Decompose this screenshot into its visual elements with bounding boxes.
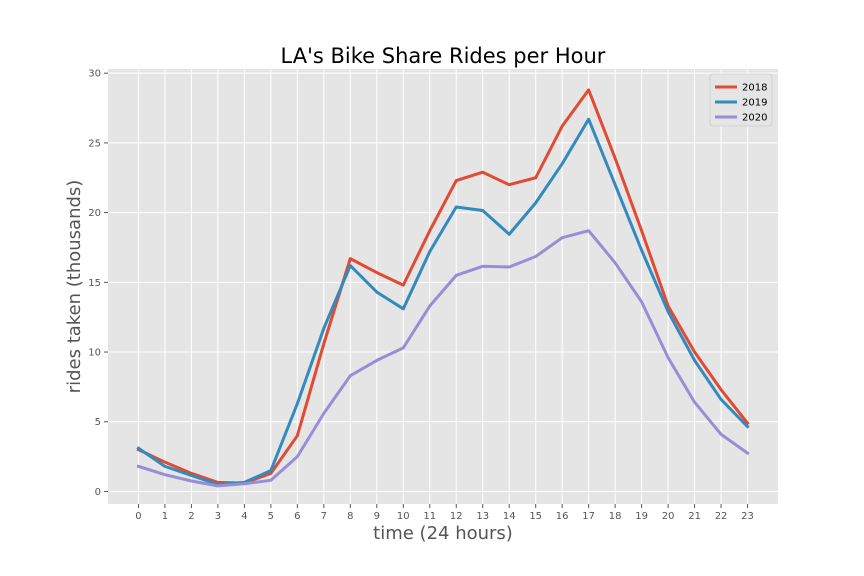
y-tick-label: 30	[88, 69, 101, 80]
x-tick-label: 12	[450, 511, 463, 522]
x-tick-label: 15	[529, 511, 542, 522]
x-tick-label: 3	[215, 511, 221, 522]
x-tick-label: 9	[374, 511, 380, 522]
x-tick-label: 11	[423, 511, 436, 522]
x-tick-label: 6	[294, 511, 300, 522]
legend-entry-2019: 2019	[742, 98, 767, 109]
x-tick-label: 16	[556, 511, 569, 522]
plot-area	[108, 69, 778, 504]
grid-lines	[108, 69, 778, 504]
x-tick-label: 19	[635, 511, 648, 522]
x-tick-label: 23	[741, 511, 754, 522]
x-tick-label: 5	[268, 511, 274, 522]
x-tick-label: 0	[135, 511, 141, 522]
x-tick-label: 20	[662, 511, 675, 522]
series-lines	[136, 88, 750, 488]
x-axis-label: time (24 hours)	[373, 523, 513, 544]
x-tick-label: 8	[347, 511, 353, 522]
x-tick-label: 17	[582, 511, 595, 522]
x-tick-label: 10	[397, 511, 410, 522]
x-tick-label: 4	[241, 511, 247, 522]
series-line-2020	[136, 229, 750, 488]
x-axis-ticks: 0 1 2 3 4 5 6 7 8 9 10 11 12 13 14 15 16 17 18 19 20 21 22 23	[135, 504, 754, 522]
y-axis-label: rides taken (thousands)	[64, 180, 85, 394]
y-tick-label: 25	[88, 138, 101, 149]
y-tick-label: 5	[95, 417, 101, 428]
y-tick-label: 10	[88, 348, 101, 359]
y-axis-ticks: 0 5 10 15 20 25 30	[88, 69, 108, 498]
x-tick-label: 2	[188, 511, 194, 522]
legend-entry-2018: 2018	[742, 83, 767, 94]
x-tick-label: 7	[321, 511, 327, 522]
y-tick-label: 15	[88, 278, 101, 289]
x-tick-label: 14	[503, 511, 516, 522]
x-tick-label: 13	[476, 511, 489, 522]
chart-title: LA's Bike Share Rides per Hour	[281, 44, 606, 68]
x-tick-label: 1	[162, 511, 168, 522]
x-tick-label: 21	[688, 511, 701, 522]
x-tick-label: 22	[715, 511, 728, 522]
y-tick-label: 0	[95, 487, 101, 498]
legend-entry-2020: 2020	[742, 113, 767, 124]
legend: 2018 2019 2020	[709, 73, 773, 127]
y-tick-label: 20	[88, 208, 101, 219]
x-tick-label: 18	[609, 511, 622, 522]
